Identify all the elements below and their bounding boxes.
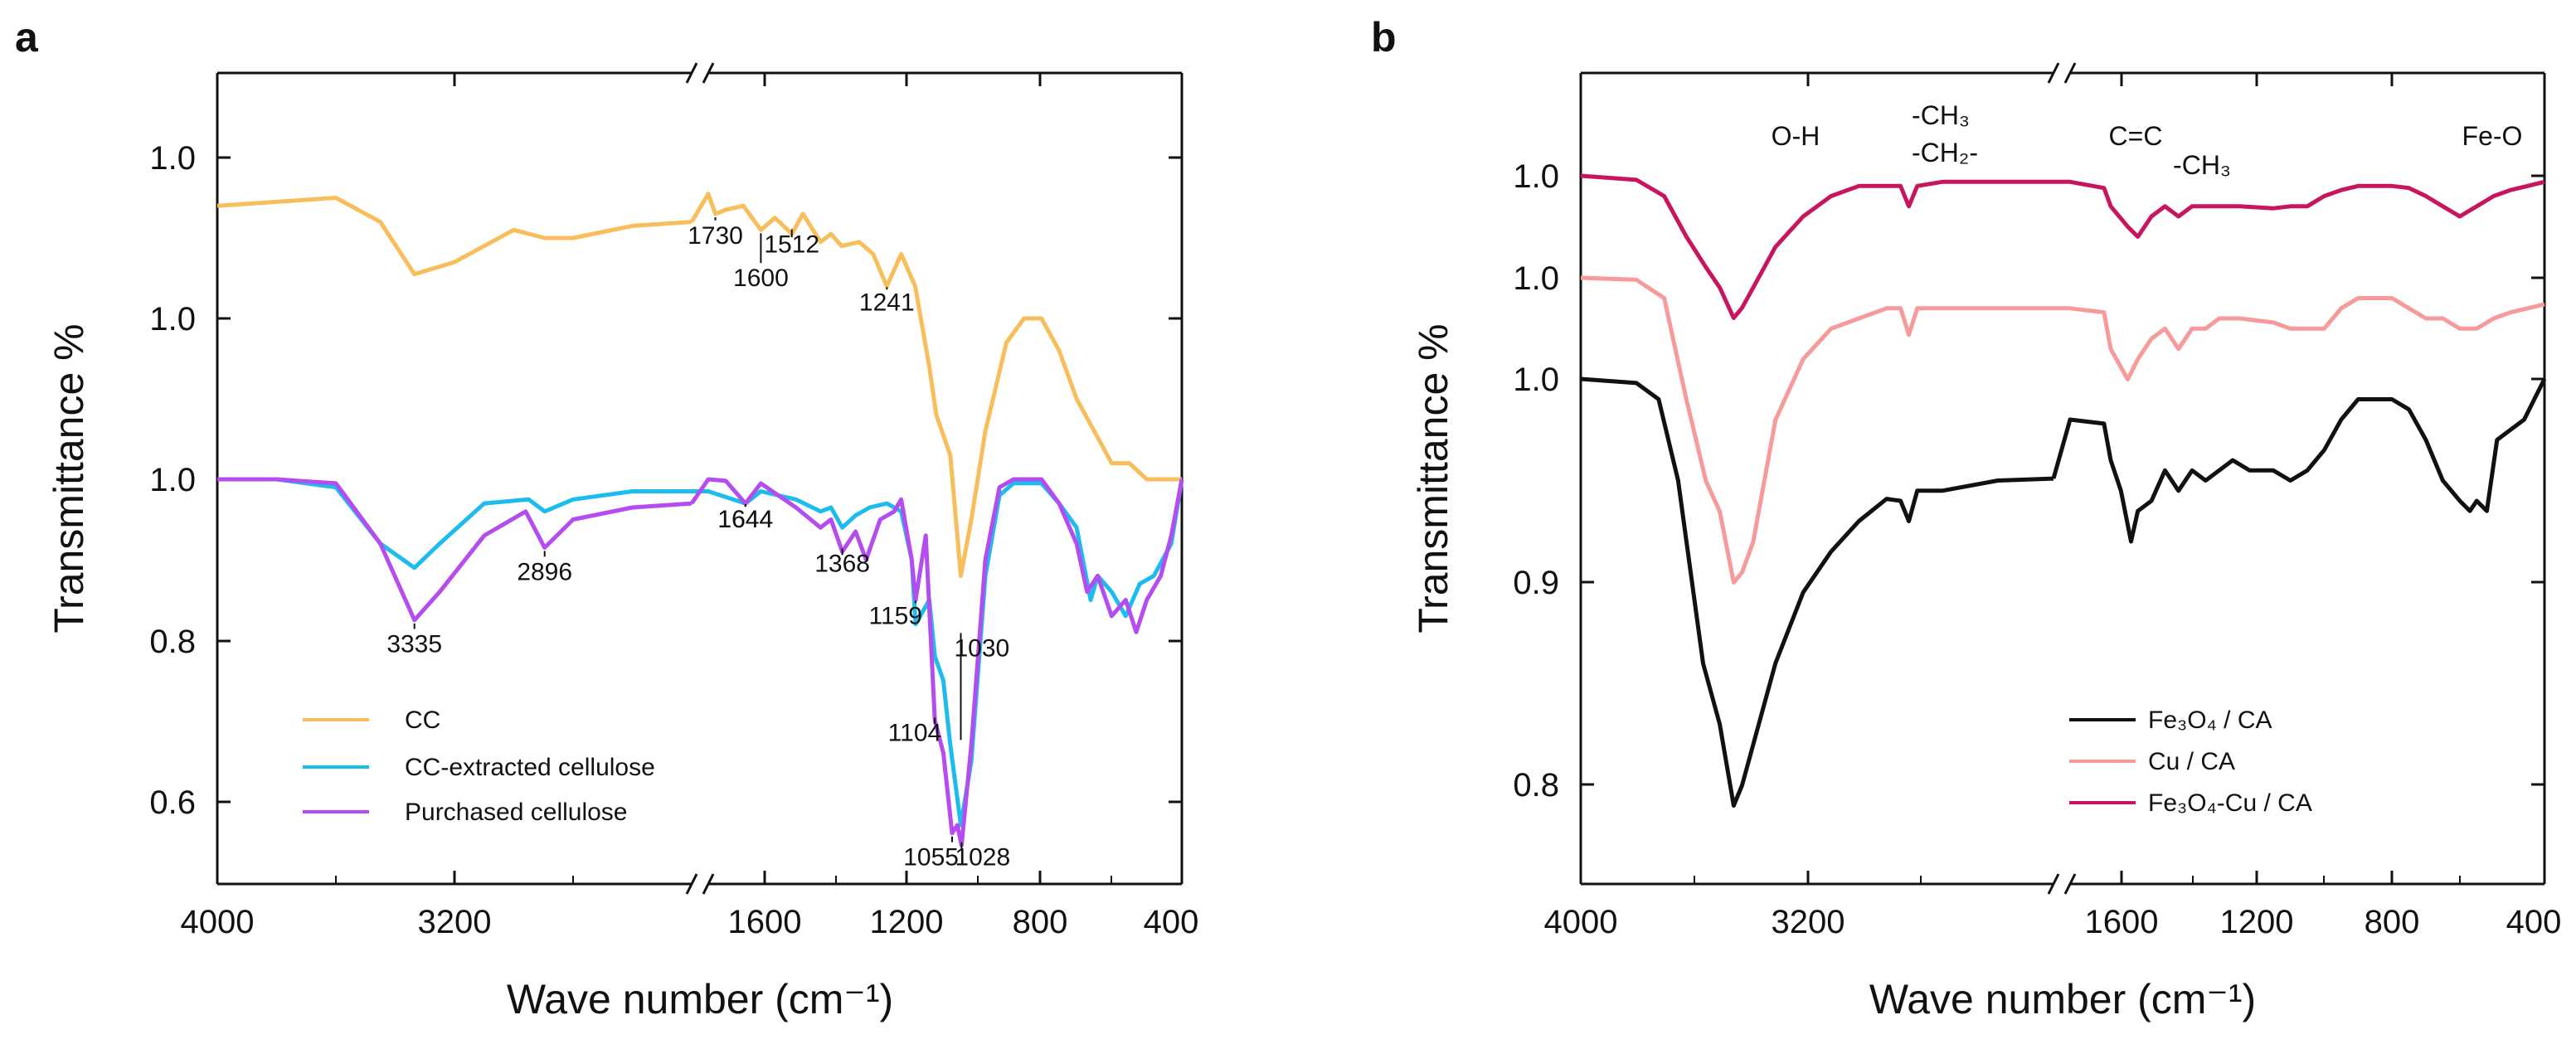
panel-b-axis-break-bottom-1 [2047, 873, 2060, 895]
series-line-fe-o-ca-seg0 [1580, 376, 2054, 808]
panel-a: a 1.0 [15, 14, 1198, 1022]
annotation-1104: 1104 [888, 719, 942, 746]
panel-a-y-tick-label: 0.6 [149, 784, 196, 821]
band-label-o-h: O-H [1772, 121, 1820, 151]
panel-b-x-tick-labels: 4000 3200 1600 1200 800 400 [1544, 904, 2562, 940]
panel-a-x-tick-label: 400 [1144, 904, 1199, 940]
panel-a-y-tick-label: 1.0 [149, 140, 196, 177]
annotation-1730: 1730 [688, 222, 743, 250]
panel-b-y-tick-label: 0.9 [1513, 565, 1559, 601]
panel-a-axis-break-top-1 [685, 62, 698, 84]
band-label-ch2: -CH₂- [1912, 138, 1978, 168]
panel-b-y-tick-labels: 1.0 1.0 1.0 0.9 0.8 [1513, 158, 1559, 804]
band-label-c-c: C=C [2109, 121, 2163, 151]
series-line-cc-seg1 [689, 192, 1182, 578]
panel-a-x-tick-label: 4000 [181, 904, 255, 940]
panel-a-legend: CC CC-extracted cellulose Purchased cell… [303, 707, 655, 826]
panel-b-x-tick-label: 3200 [1772, 904, 1845, 940]
panel-a-x-ticks [216, 73, 1184, 884]
panel-b-y-tick-label: 1.0 [1513, 362, 1559, 398]
panel-b-axis-break-top-2 [2063, 62, 2077, 84]
panel-a-axis-break-top-2 [702, 62, 715, 84]
panel-b-y-axis-title: Transmittance % [1410, 323, 1456, 633]
panel-b-y-ticks [1581, 174, 2544, 786]
annotation-2896: 2896 [517, 558, 572, 585]
panel-a-x-tick-label: 1600 [728, 904, 802, 940]
band-label-ch3-2: -CH₃ [2173, 150, 2231, 180]
panel-b-x-tick-label: 1600 [2085, 904, 2159, 940]
panel-b-letter: b [1371, 14, 1397, 61]
panel-a-y-tick-label: 0.8 [149, 624, 196, 660]
panel-b-x-tick-label: 4000 [1544, 904, 1618, 940]
series-line-cc-extracted-cellulose-seg0 [217, 477, 692, 571]
annotation-1030: 1030 [955, 634, 1010, 662]
legend-label-cu-ca: Cu / CA [2148, 748, 2235, 775]
series-line-purchased-cellulose-seg1 [689, 477, 1184, 847]
legend-label-cc: CC [405, 707, 440, 734]
panel-b-axis-break-bottom-2 [2063, 873, 2077, 895]
panel-a-y-tick-labels: 1.0 1.0 1.0 0.8 0.6 [149, 140, 196, 821]
panel-b-x-tick-label: 400 [2506, 904, 2562, 940]
panel-a-y-tick-label: 1.0 [149, 301, 196, 337]
panel-a-axis-break-bottom-1 [685, 873, 698, 895]
panel-a-x-tick-labels: 4000 3200 1600 1200 800 400 [181, 904, 1199, 940]
panel-b-x-ticks [1579, 73, 2546, 884]
panel-b-x-tick-label: 1200 [2220, 904, 2294, 940]
legend-label-fe3o4-ca: Fe₃O₄ / CA [2148, 707, 2272, 734]
series-line-cc-extracted-cellulose-seg1 [692, 478, 1184, 828]
panel-a-y-axis-title: Transmittance % [46, 323, 92, 633]
panel-a-series [216, 192, 1184, 847]
series-line-purchased-cellulose-seg0 [217, 477, 693, 623]
panel-b-y-tick-label: 1.0 [1513, 158, 1559, 195]
panel-a-x-axis-title: Wave number (cm⁻¹) [507, 976, 893, 1022]
panel-b-x-tick-label: 800 [2365, 904, 2420, 940]
legend-label-fe3o4-cu-ca: Fe₃O₄-Cu / CA [2148, 789, 2312, 817]
panel-b-band-labels: O-H -CH₃ -CH₂- C=C -CH₃ Fe-O [1772, 100, 2523, 180]
panel-b-frame [1579, 62, 2546, 895]
annotation-1368: 1368 [814, 551, 870, 578]
panel-a-axis-break-bottom-2 [702, 873, 715, 895]
annotation-1028: 1028 [955, 844, 1010, 872]
panel-b-y-tick-label: 1.0 [1513, 260, 1559, 297]
band-label-fe-o: Fe-O [2462, 121, 2523, 151]
legend-label-cc-extracted-cellulose: CC-extracted cellulose [405, 754, 655, 781]
panel-a-letter: a [15, 14, 39, 61]
panel-b-axis-break-top-1 [2047, 62, 2060, 84]
series-line-fe-o-cu-ca-seg0 [1580, 173, 2054, 320]
annotation-1600: 1600 [733, 265, 789, 292]
series-line-fe-o-ca-seg1 [2051, 377, 2547, 544]
annotation-1159: 1159 [868, 603, 922, 630]
panel-a-y-tick-label: 1.0 [149, 462, 196, 498]
annotation-1241: 1241 [859, 289, 915, 316]
panel-a-x-tick-label: 800 [1013, 904, 1068, 940]
panel-b: b 1.0 1.0 1.0 [1371, 14, 2561, 1022]
annotation-1644: 1644 [717, 506, 773, 533]
annotation-1055: 1055 [903, 844, 959, 872]
panel-b-y-tick-label: 0.8 [1513, 767, 1559, 804]
annotation-3335: 3335 [386, 631, 442, 658]
legend-label-purchased-cellulose: Purchased cellulose [405, 799, 628, 826]
panel-a-annotations: 1730160015121241164410301644136811591104… [386, 216, 1010, 872]
annotation-1644: 1644 [717, 506, 773, 533]
series-line-cu-ca-seg1 [2054, 296, 2545, 381]
panel-b-legend: Fe₃O₄ / CA Cu / CA Fe₃O₄-Cu / CA [2069, 707, 2312, 817]
annotation-1512: 1512 [764, 231, 819, 259]
panel-b-x-axis-title: Wave number (cm⁻¹) [1869, 976, 2256, 1022]
panel-b-series [1580, 173, 2547, 808]
series-line-fe-o-cu-ca-seg1 [2054, 179, 2545, 239]
series-line-cc-seg0 [216, 196, 693, 277]
panel-a-x-tick-label: 1200 [870, 904, 944, 940]
panel-a-x-tick-label: 3200 [418, 904, 492, 940]
series-line-cu-ca-seg0 [1580, 275, 2054, 585]
band-label-ch3: -CH₃ [1912, 100, 1970, 130]
